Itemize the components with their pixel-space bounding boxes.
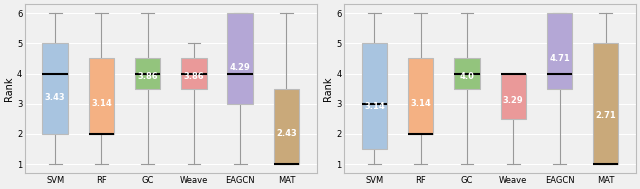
Bar <box>362 43 387 149</box>
Bar <box>274 89 299 164</box>
Text: 4.0: 4.0 <box>460 72 474 81</box>
Bar <box>593 43 618 164</box>
Text: 4.29: 4.29 <box>230 63 251 72</box>
Y-axis label: Rank: Rank <box>323 76 333 101</box>
Bar <box>408 58 433 134</box>
Text: 3.14: 3.14 <box>410 99 431 108</box>
Bar <box>454 58 480 89</box>
Bar <box>135 58 161 89</box>
Bar <box>181 58 207 89</box>
Text: 3.14: 3.14 <box>91 99 112 108</box>
Text: 3.43: 3.43 <box>45 93 65 102</box>
Text: 3.86: 3.86 <box>184 72 204 81</box>
Y-axis label: Rank: Rank <box>4 76 14 101</box>
Text: 4.71: 4.71 <box>549 54 570 63</box>
Bar <box>500 74 526 119</box>
Text: 3.29: 3.29 <box>503 96 524 105</box>
Text: 3.14: 3.14 <box>364 102 385 111</box>
Text: 2.43: 2.43 <box>276 129 297 138</box>
Bar <box>89 58 114 134</box>
Text: 3.86: 3.86 <box>138 72 158 81</box>
Bar <box>547 13 572 89</box>
Bar <box>42 43 68 134</box>
Text: 2.71: 2.71 <box>595 111 616 120</box>
Bar <box>227 13 253 104</box>
